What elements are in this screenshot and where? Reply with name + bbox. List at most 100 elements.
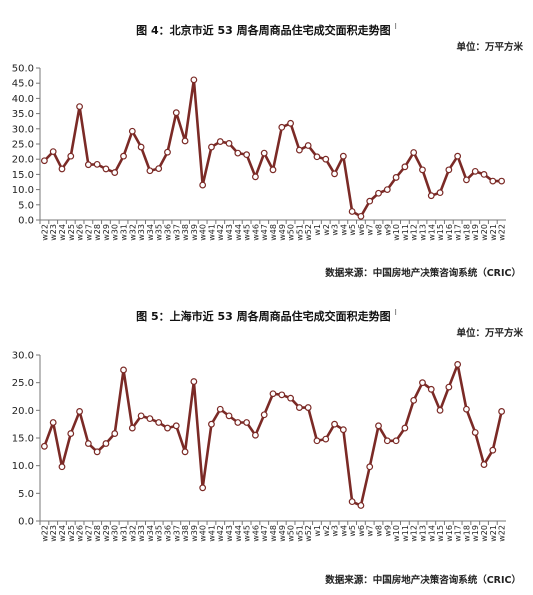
title-mark: I — [394, 308, 397, 317]
data-point — [137, 412, 145, 420]
data-point — [480, 170, 488, 178]
y-tick-label: 25.0 — [12, 140, 34, 151]
x-tick-label: w35 — [155, 224, 164, 241]
data-point — [84, 440, 92, 447]
data-point — [366, 197, 374, 205]
x-tick-label: w11 — [401, 224, 410, 241]
x-tick-label: w32 — [128, 224, 137, 241]
x-tick-label: w34 — [146, 525, 155, 542]
data-point — [58, 463, 66, 471]
data-point — [102, 165, 110, 173]
x-tick-label: w33 — [137, 525, 146, 542]
data-point — [111, 430, 119, 437]
data-point — [208, 143, 215, 151]
x-tick-label: w25 — [67, 224, 76, 241]
data-point — [181, 448, 189, 456]
line-chart: 0.0 5.0 10.0 15.0 20.0 25.0 30.0 35.0 40.0 45.0 50… — [12, 64, 507, 241]
data-point — [225, 139, 233, 147]
x-tick-label: w46 — [251, 224, 260, 241]
data-point — [436, 406, 444, 414]
x-tick-label: w17 — [454, 525, 463, 542]
data-point — [392, 437, 400, 445]
y-tick-label: 15.0 — [12, 170, 34, 181]
x-tick-label: w33 — [137, 224, 146, 241]
x-tick-label: w28 — [93, 224, 102, 241]
x-tick-label: w48 — [269, 224, 278, 241]
x-tick-label: w42 — [216, 224, 225, 241]
x-tick-label: w9 — [383, 525, 392, 537]
x-tick-label: w8 — [375, 224, 384, 236]
x-tick-label: w8 — [375, 525, 384, 537]
data-point — [348, 208, 356, 215]
data-point — [269, 390, 277, 398]
x-tick-label: w37 — [172, 224, 181, 241]
y-tick-label: 40.0 — [12, 94, 34, 105]
x-tick-label: w27 — [84, 525, 93, 542]
y-tick-label: 10.0 — [12, 461, 34, 472]
data-point — [410, 149, 418, 156]
x-tick-label: w30 — [111, 224, 120, 241]
data-point — [155, 419, 163, 426]
x-tick-label: w49 — [278, 525, 287, 542]
y-tick-label: 15.0 — [12, 434, 34, 445]
x-tick-label: w19 — [471, 224, 480, 241]
data-point — [269, 166, 277, 174]
data-point — [190, 378, 198, 385]
data-point — [120, 152, 127, 160]
source-note: 数据来源：中国房地产决策咨询系统（CRIC） — [325, 268, 521, 279]
x-tick-label: w41 — [207, 525, 216, 542]
data-point — [155, 165, 163, 173]
data-point — [208, 420, 215, 428]
data-point — [339, 152, 347, 160]
x-tick-label: w12 — [410, 224, 419, 241]
data-point — [287, 394, 294, 402]
data-point — [164, 424, 171, 432]
y-tick-label: 5.0 — [18, 489, 34, 500]
data-point — [128, 424, 136, 432]
data-point — [322, 435, 330, 443]
chart-title: 图 5：上海市近 53 周各周商品住宅成交面积走势图 I — [136, 308, 397, 323]
x-tick-label: w18 — [462, 224, 471, 241]
x-tick-label: w45 — [243, 224, 252, 241]
data-point — [489, 446, 497, 454]
data-point — [454, 361, 462, 368]
data-point — [348, 498, 356, 506]
title-mark: I — [394, 22, 397, 31]
x-tick-label: w9 — [383, 224, 392, 236]
unit-label: 单位：万平方米 — [456, 328, 523, 339]
x-tick-label: w22 — [498, 525, 507, 542]
data-point — [313, 153, 321, 161]
data-point — [128, 127, 136, 135]
x-tick-label: w35 — [155, 525, 164, 542]
x-tick-label: w21 — [489, 525, 498, 542]
x-tick-label: w43 — [225, 224, 234, 241]
y-tick-label: 50.0 — [12, 64, 34, 75]
data-point — [164, 148, 171, 156]
x-tick-label: w34 — [146, 224, 155, 241]
x-tick-label: w17 — [454, 224, 463, 241]
x-tick-label: w44 — [234, 525, 243, 542]
data-point — [419, 166, 426, 174]
data-point — [137, 143, 145, 151]
x-tick-label: w13 — [418, 525, 427, 542]
data-point — [383, 186, 391, 194]
x-tick-label: w42 — [216, 525, 225, 542]
data-point — [40, 157, 48, 165]
x-tick-label: w14 — [427, 525, 436, 542]
data-point — [252, 431, 259, 439]
x-tick-label: w22 — [40, 525, 49, 542]
x-tick-label: w10 — [392, 224, 401, 241]
x-tick-label: w15 — [436, 224, 445, 241]
x-tick-label: w3 — [331, 224, 340, 236]
x-tick-label: w21 — [489, 224, 498, 241]
data-point — [295, 146, 303, 154]
x-tick-label: w2 — [322, 224, 331, 236]
data-point — [392, 174, 400, 181]
data-point — [243, 419, 251, 426]
data-point — [304, 142, 312, 149]
x-tick-label: w4 — [339, 224, 348, 236]
data-point — [146, 415, 154, 423]
data-point — [172, 422, 180, 430]
data-point — [498, 408, 506, 415]
